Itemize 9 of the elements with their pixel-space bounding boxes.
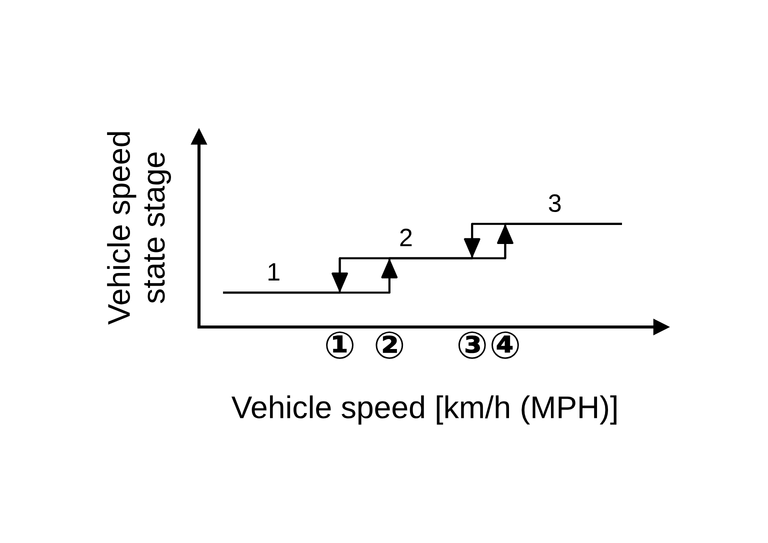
x-axis-title: Vehicle speed [km/h (MPH)] bbox=[231, 395, 616, 425]
x-tick-label: ② bbox=[376, 331, 404, 359]
data-label: 3 bbox=[548, 194, 561, 212]
x-tick-label: ④ bbox=[492, 331, 519, 359]
x-tick-label: ③ bbox=[458, 331, 486, 359]
x-tick-label: ① bbox=[326, 331, 354, 359]
y-axis-title: Vehicle speed state stage bbox=[107, 132, 171, 325]
data-label: 1 bbox=[268, 263, 280, 280]
data-label: 2 bbox=[400, 228, 412, 246]
